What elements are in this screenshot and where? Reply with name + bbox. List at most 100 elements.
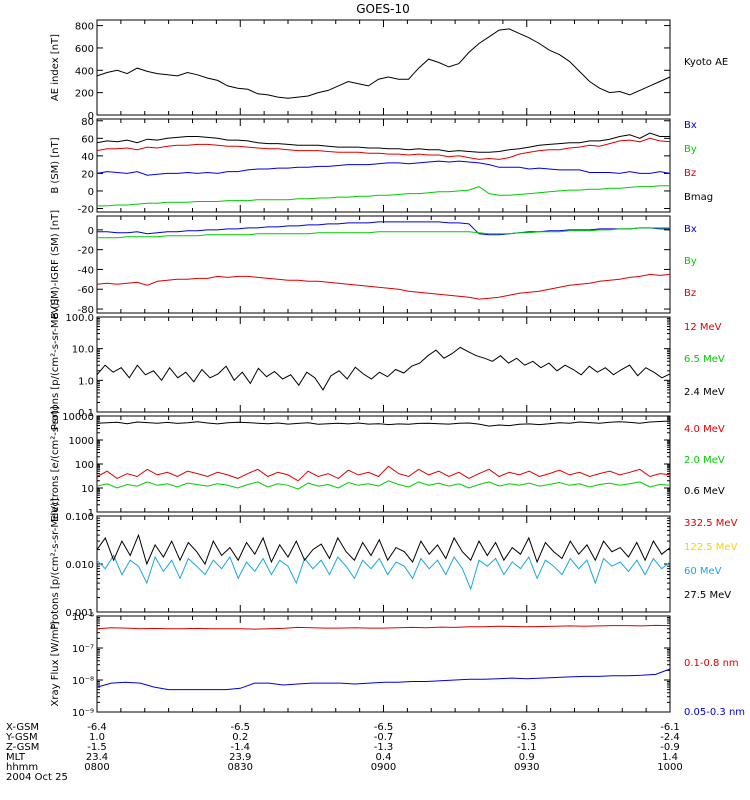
y-axis-label: B (SM) [nT] [50,137,61,193]
panel-frame [96,615,671,713]
legend-entry: 2.0 MeV [684,455,725,466]
series-line [96,465,671,482]
panel-4: 0.1 1.0 10.0 100.0 Protons [p/(cm²-s-sr-MeV)… [50,299,725,431]
legend-entry: 12 MeV [684,322,722,333]
panel-1: 0 200 400 600 800 AE index [nT] Kyoto AE [50,19,728,122]
x-axis-value: 0.9 [519,752,535,763]
x-axis-value: 0800 [84,762,109,773]
x-axis-row-label: Y-GSM [5,732,38,743]
panel-frame [96,19,671,116]
series-line [96,273,671,300]
series-line [97,227,670,239]
panel-3: -80 -60 -40 -20 0 B (SM)-IGRF (SM) [nT] Bx By Bz [50,210,697,319]
y-tick-label: 0.100 [65,512,94,523]
y-tick-label: 0 [88,226,94,237]
x-axis-row-label: MLT [6,752,26,763]
panel-frame [96,316,671,413]
x-axis-value: -6.4 [87,722,107,733]
panel-frame [96,118,671,213]
y-tick-label: -40 [78,265,94,276]
series-line [96,554,671,591]
x-axis-value: 23.4 [86,752,108,763]
legend-entry: 0.05-0.3 nm [684,707,745,718]
y-tick-label: 100 [75,460,94,471]
series-line [97,221,670,236]
series-line [96,480,671,490]
x-axis-value: 0830 [228,762,253,773]
panel-7: 10⁻⁹ 10⁻⁸ 10⁻⁷ 10⁻⁶ Xray Flux [W/m²] 0.1-0.8 … [50,612,745,719]
y-tick-label: 10.0 [72,345,94,356]
x-axis-value: -2.4 [660,732,680,743]
series-line [96,533,671,566]
y-tick-label: 400 [75,66,94,77]
series-line [97,185,670,207]
legend-entry: 6.5 MeV [684,354,725,365]
x-axis-value: -1.4 [230,742,250,753]
y-tick-label: -20 [78,204,94,215]
series-line [96,137,671,160]
legend-entry: Bx [684,224,697,235]
series-line [96,132,670,153]
x-axis-value: -1.1 [517,742,537,753]
y-tick-label: 600 [75,44,94,55]
x-axis-value: 0.4 [376,752,392,763]
legend-entry: Bx [684,120,697,131]
y-tick-label: -80 [78,305,94,316]
legend-entry: Kyoto AE [684,57,728,68]
legend-entry: 0.6 MeV [684,486,725,497]
y-tick-label: 10 [81,484,94,495]
y-tick-label: 100.0 [65,313,94,324]
y-axis-label: Protons [p/(cm²-s-sr-MeV)] [50,299,61,431]
plot-title: GOES-10 [356,2,410,16]
x-axis-value: -6.1 [660,722,680,733]
y-tick-label: 0 [88,111,94,122]
series-line [96,668,671,691]
y-tick-label: 20 [81,169,94,180]
legend-entry: 60 MeV [684,566,722,577]
legend-entry: Bz [684,168,696,179]
series-line [96,420,671,427]
x-axis-value: 1.0 [89,732,105,743]
x-axis-value: -0.9 [660,742,680,753]
y-tick-label: 1.0 [78,376,94,387]
x-axis-table: X-GSM -6.4 -6.5 -6.5 -6.3 -6.1 Y-GSM 1.0 0.2 -0.7… [5,722,683,773]
legend-entry: By [684,144,697,155]
y-tick-label: 800 [75,22,94,33]
x-axis-value: -0.7 [374,732,394,743]
x-axis-value: -1.5 [517,732,537,743]
x-axis-value: 23.9 [229,752,251,763]
legend-entry: Bmag [684,192,713,203]
x-axis-value: -1.5 [87,742,107,753]
y-tick-label: 0.001 [65,608,94,619]
y-axis-label: Protons [p/(cm²-s-sr-MeV)] [50,498,61,630]
y-tick-label: 40 [81,152,94,163]
panel-2: -20 0 20 40 60 80 B (SM) [nT] Bx By Bz Bmag [50,117,713,216]
legend-entry: Bz [684,288,696,299]
x-axis-value: 0.2 [232,732,248,743]
x-axis-row-label: hhmm [6,762,38,773]
y-axis-label: B (SM)-IGRF (SM) [nT] [50,210,61,319]
y-tick-label: 1 [88,508,94,519]
x-axis-value: -1.3 [374,742,394,753]
x-axis-value: -6.3 [517,722,537,733]
series-line [96,160,671,176]
y-tick-label: 10⁻⁸ [72,676,94,687]
x-axis-row-label: X-GSM [6,722,39,733]
series-line [96,346,671,391]
legend-entry: 27.5 MeV [684,590,731,601]
y-tick-label: 0 [88,187,94,198]
x-axis-value: -6.5 [230,722,250,733]
x-axis-value: 1.4 [662,752,678,763]
series-line [96,28,671,99]
y-axis-label: Electrons [e/(cm²-s-sr)] [50,406,61,522]
legend-entry: 122.5 MeV [684,542,738,553]
y-tick-label: 10⁻⁷ [72,644,94,655]
y-tick-label: 60 [81,134,94,145]
y-tick-label: 1000 [69,436,94,447]
y-tick-label: 80 [81,117,94,128]
y-tick-label: 10⁻⁹ [72,708,94,719]
y-tick-label: 0.010 [65,560,94,571]
